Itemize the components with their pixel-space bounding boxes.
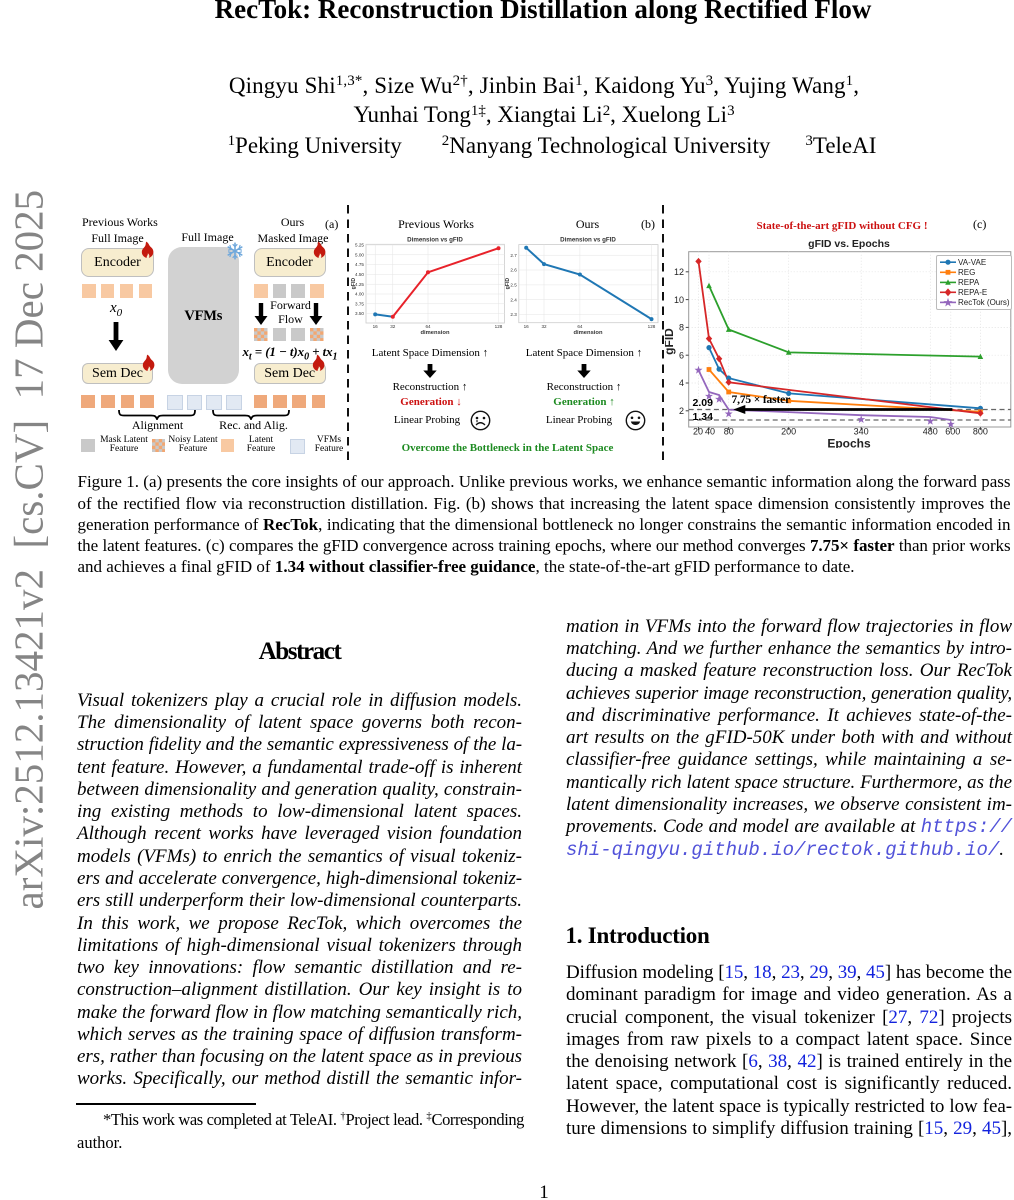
svg-text:32: 32	[390, 324, 396, 329]
svg-text:16: 16	[373, 324, 379, 329]
svg-text:4: 4	[679, 378, 684, 388]
svg-text:Dimension vs gFID: Dimension vs gFID	[560, 237, 616, 244]
svg-text:80: 80	[724, 427, 734, 437]
svg-text:32: 32	[541, 324, 547, 329]
svg-text:REPA-E: REPA-E	[958, 288, 987, 297]
svg-text:2.7: 2.7	[510, 253, 517, 258]
svg-text:REPA: REPA	[958, 278, 980, 287]
svg-text:4.75: 4.75	[355, 262, 364, 267]
svg-text:2.5: 2.5	[510, 283, 517, 288]
svg-text:2.3: 2.3	[510, 312, 517, 317]
svg-text:dimension: dimension	[421, 330, 450, 335]
svg-text:5.00: 5.00	[355, 252, 364, 257]
svg-text:gFID: gFID	[505, 278, 511, 290]
svg-text:600: 600	[945, 427, 960, 437]
svg-text:4.50: 4.50	[355, 272, 364, 277]
svg-text:40: 40	[705, 427, 715, 437]
svg-text:800: 800	[973, 427, 988, 437]
svg-text:16: 16	[524, 324, 530, 329]
svg-text:340: 340	[854, 427, 869, 437]
svg-text:2: 2	[679, 406, 684, 416]
svg-text:3.75: 3.75	[355, 301, 364, 306]
svg-text:6: 6	[679, 350, 684, 360]
svg-text:12: 12	[674, 267, 684, 277]
svg-text:10: 10	[674, 295, 684, 305]
svg-text:64: 64	[577, 324, 583, 329]
svg-text:Dimension vs gFID: Dimension vs gFID	[407, 237, 463, 244]
svg-text:gFID: gFID	[665, 328, 676, 355]
svg-text:gFID: gFID	[351, 278, 357, 290]
svg-text:20: 20	[693, 427, 703, 437]
svg-text:4.25: 4.25	[355, 282, 364, 287]
svg-text:2.6: 2.6	[510, 268, 517, 273]
svg-text:480: 480	[923, 427, 938, 437]
svg-text:dimension: dimension	[574, 330, 603, 335]
svg-text:128: 128	[495, 324, 503, 329]
svg-text:VA-VAE: VA-VAE	[958, 258, 986, 267]
svg-text:5.25: 5.25	[355, 243, 364, 248]
svg-text:RecTok (Ours): RecTok (Ours)	[958, 298, 1010, 307]
svg-text:8: 8	[679, 323, 684, 333]
svg-text:200: 200	[781, 427, 796, 437]
svg-text:64: 64	[425, 324, 431, 329]
svg-text:3.50: 3.50	[355, 311, 364, 316]
svg-text:REG: REG	[958, 268, 975, 277]
svg-text:2.4: 2.4	[510, 297, 517, 302]
svg-text:4.00: 4.00	[355, 292, 364, 297]
svg-text:Epochs: Epochs	[827, 437, 871, 449]
svg-text:128: 128	[648, 324, 656, 329]
